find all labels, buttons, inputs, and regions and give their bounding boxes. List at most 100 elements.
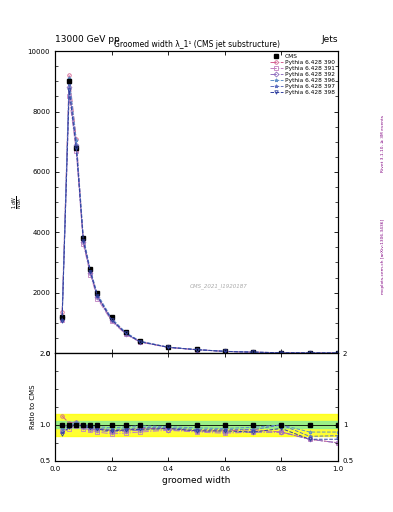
Pythia 6.428 391: [336, 350, 340, 356]
Pythia 6.428 392: [194, 347, 199, 353]
CMS: [194, 346, 199, 352]
Pythia 6.428 391: [123, 331, 128, 337]
Pythia 6.428 390: [67, 72, 72, 78]
Pythia 6.428 396: [336, 350, 340, 356]
Pythia 6.428 390: [123, 330, 128, 336]
Pythia 6.428 392: [138, 339, 142, 345]
Pythia 6.428 396: [194, 347, 199, 353]
Pythia 6.428 391: [138, 339, 142, 345]
Line: Pythia 6.428 397: Pythia 6.428 397: [61, 82, 340, 355]
Pythia 6.428 396: [251, 349, 255, 355]
Pythia 6.428 396: [166, 344, 171, 350]
Pythia 6.428 391: [109, 318, 114, 325]
Pythia 6.428 391: [279, 350, 284, 356]
Pythia 6.428 390: [138, 338, 142, 345]
Pythia 6.428 396: [95, 291, 100, 297]
Pythia 6.428 390: [222, 348, 227, 354]
Pythia 6.428 398: [81, 238, 86, 244]
Line: Pythia 6.428 398: Pythia 6.428 398: [61, 89, 340, 355]
Pythia 6.428 391: [88, 271, 93, 278]
Pythia 6.428 392: [109, 317, 114, 324]
CMS: [88, 265, 93, 271]
X-axis label: groomed width: groomed width: [162, 476, 231, 485]
Pythia 6.428 398: [88, 269, 93, 275]
Pythia 6.428 396: [123, 329, 128, 335]
Pythia 6.428 397: [95, 292, 100, 298]
Pythia 6.428 392: [279, 350, 284, 356]
Y-axis label: $\frac{1}{N}\frac{dN}{d\lambda}$: $\frac{1}{N}\frac{dN}{d\lambda}$: [11, 196, 25, 209]
Pythia 6.428 391: [307, 350, 312, 356]
CMS: [81, 235, 86, 241]
CMS: [279, 350, 284, 356]
Pythia 6.428 396: [109, 315, 114, 322]
Pythia 6.428 398: [138, 338, 142, 345]
CMS: [67, 78, 72, 84]
Text: Rivet 3.1.10, ≥ 3M events: Rivet 3.1.10, ≥ 3M events: [381, 115, 385, 172]
Pythia 6.428 390: [81, 237, 86, 243]
CMS: [307, 350, 312, 356]
Line: Pythia 6.428 391: Pythia 6.428 391: [61, 95, 340, 355]
CMS: [109, 314, 114, 320]
Pythia 6.428 397: [74, 142, 79, 148]
Pythia 6.428 396: [67, 75, 72, 81]
Line: CMS: CMS: [60, 79, 340, 355]
Pythia 6.428 397: [123, 330, 128, 336]
Pythia 6.428 391: [74, 148, 79, 154]
CMS: [123, 329, 128, 335]
Legend: CMS, Pythia 6.428 390, Pythia 6.428 391, Pythia 6.428 392, Pythia 6.428 396, Pyt: CMS, Pythia 6.428 390, Pythia 6.428 391,…: [269, 53, 336, 96]
Pythia 6.428 397: [194, 347, 199, 353]
Pythia 6.428 392: [88, 270, 93, 276]
Pythia 6.428 397: [138, 338, 142, 345]
Pythia 6.428 398: [194, 347, 199, 353]
Pythia 6.428 392: [67, 84, 72, 91]
CMS: [336, 350, 340, 356]
Pythia 6.428 396: [60, 315, 64, 322]
Pythia 6.428 397: [81, 236, 86, 242]
Line: Pythia 6.428 392: Pythia 6.428 392: [61, 86, 340, 355]
Bar: [55, 421, 338, 429]
CMS: [222, 348, 227, 354]
Pythia 6.428 397: [336, 350, 340, 356]
CMS: [138, 338, 142, 344]
Pythia 6.428 398: [67, 88, 72, 94]
Pythia 6.428 397: [60, 317, 64, 323]
Pythia 6.428 398: [279, 350, 284, 356]
Pythia 6.428 396: [307, 350, 312, 356]
Text: mcplots.cern.ch [arXiv:1306.3436]: mcplots.cern.ch [arXiv:1306.3436]: [381, 219, 385, 293]
Text: CMS_2021_I1920187: CMS_2021_I1920187: [190, 284, 248, 289]
Pythia 6.428 392: [60, 314, 64, 320]
CMS: [60, 314, 64, 320]
Pythia 6.428 391: [60, 317, 64, 323]
Pythia 6.428 398: [109, 317, 114, 323]
Pythia 6.428 392: [307, 350, 312, 356]
Pythia 6.428 392: [336, 350, 340, 356]
Pythia 6.428 390: [307, 350, 312, 356]
CMS: [251, 349, 255, 355]
Pythia 6.428 398: [74, 145, 79, 151]
Pythia 6.428 398: [60, 318, 64, 325]
Text: 13000 GeV pp: 13000 GeV pp: [55, 34, 120, 44]
Pythia 6.428 392: [123, 331, 128, 337]
Pythia 6.428 396: [279, 350, 284, 356]
Pythia 6.428 398: [307, 350, 312, 356]
Pythia 6.428 391: [166, 345, 171, 351]
Pythia 6.428 398: [123, 330, 128, 336]
Pythia 6.428 397: [279, 350, 284, 356]
CMS: [166, 344, 171, 350]
Line: Pythia 6.428 390: Pythia 6.428 390: [61, 74, 340, 355]
Pythia 6.428 396: [138, 338, 142, 344]
Pythia 6.428 398: [166, 344, 171, 350]
Pythia 6.428 397: [88, 268, 93, 274]
Pythia 6.428 390: [166, 344, 171, 350]
Pythia 6.428 390: [60, 309, 64, 315]
Text: Jets: Jets: [321, 34, 338, 44]
Pythia 6.428 390: [74, 136, 79, 142]
Pythia 6.428 396: [81, 234, 86, 240]
Pythia 6.428 390: [336, 350, 340, 356]
Pythia 6.428 391: [194, 347, 199, 353]
Pythia 6.428 397: [222, 348, 227, 354]
Pythia 6.428 396: [74, 137, 79, 143]
Pythia 6.428 390: [251, 349, 255, 355]
Pythia 6.428 398: [95, 293, 100, 300]
Pythia 6.428 396: [88, 267, 93, 273]
